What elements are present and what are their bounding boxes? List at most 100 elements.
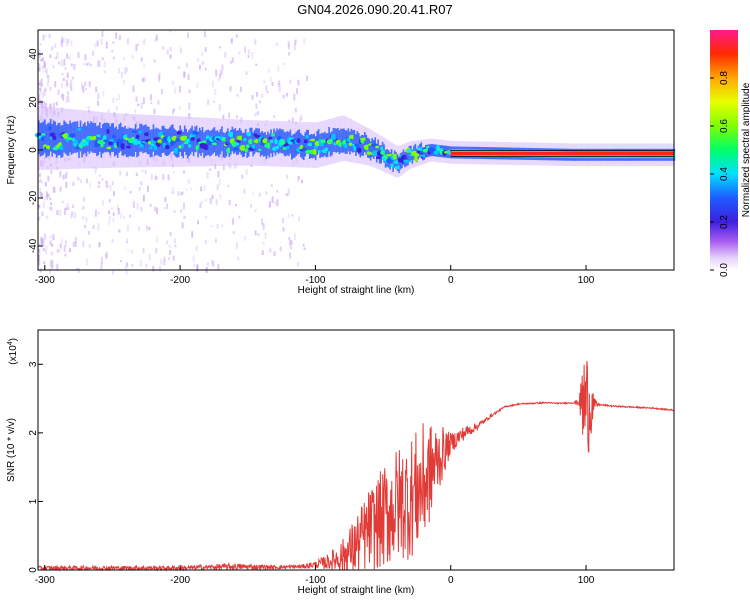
spectrogram-noise-speck: [115, 106, 118, 111]
spectrogram-band-blob: [390, 163, 395, 168]
spectrogram-band-column: [286, 131, 289, 156]
spectrogram-noise-speck: [43, 233, 46, 241]
spectrogram-noise-speck: [169, 30, 172, 33]
spectrogram-band-column: [122, 127, 125, 156]
spectrogram-noise-speck: [49, 86, 52, 91]
spectrogram-noise-speck: [209, 198, 212, 204]
colorbar-tick-label: 0.2: [719, 215, 730, 229]
spectrogram-band-blob: [52, 135, 57, 140]
spectrogram-noise-speck: [61, 72, 64, 76]
spectrogram-noise-speck: [203, 185, 206, 191]
spectrogram-noise-speck: [154, 39, 157, 43]
spectrogram-band-column: [55, 125, 58, 158]
spectrogram-noise-speck: [212, 261, 215, 267]
spectrogram-band-column: [411, 149, 414, 164]
spectrogram-noise-speck: [60, 94, 63, 98]
spectrogram-noise-speck: [188, 113, 191, 120]
spectrogram-noise-speck: [294, 108, 297, 113]
spectrogram-noise-speck: [67, 91, 70, 96]
spectrogram-noise-speck: [146, 225, 149, 231]
spectrogram-noise-speck: [152, 265, 155, 272]
spectrogram-band-column: [392, 154, 394, 172]
spectrogram-noise-speck: [40, 83, 43, 88]
spectrogram-noise-speck: [56, 249, 59, 253]
spectrogram-noise-speck: [197, 220, 199, 225]
spectrogram-noise-speck: [45, 245, 48, 249]
snr-panel: -300 -200 -100 0 100 0 1 2 3 Height of straight…: [6, 329, 675, 596]
spectrogram-noise-speck: [62, 77, 65, 82]
spectrogram-band-column: [197, 131, 199, 158]
spectrogram-band-column: [78, 127, 80, 158]
spectrogram-noise-speck: [193, 263, 196, 268]
spectrogram-noise-speck: [109, 184, 112, 191]
spectrogram-noise-speck: [287, 188, 290, 196]
spectrogram-noise-speck: [183, 170, 185, 174]
spectrogram-noise-speck: [286, 174, 289, 180]
spectrogram-noise-speck: [154, 175, 157, 180]
spectrogram-noise-speck: [52, 234, 55, 241]
spectrogram-noise-speck: [229, 61, 232, 64]
spectrogram-noise-speck: [261, 93, 264, 99]
spectrogram-noise-speck: [82, 240, 85, 248]
spectrogram-band-blob: [305, 135, 310, 139]
spectrogram-band-blob: [301, 147, 307, 152]
spectrogram-band-column: [108, 123, 110, 153]
spectrogram-noise-speck: [291, 214, 294, 217]
spectrogram-band-column: [222, 132, 225, 158]
spectrogram-band-column: [304, 132, 306, 157]
spectrogram-band-blob: [392, 153, 398, 160]
spectrogram-noise-speck: [290, 240, 293, 246]
spectrogram-band-blob: [102, 135, 108, 141]
spectrogram-noise-speck: [65, 79, 68, 87]
spectrogram-noise-speck: [62, 174, 65, 180]
spectrogram-noise-speck: [94, 167, 97, 174]
spectrogram-noise-speck: [117, 68, 120, 74]
spectrogram-noise-speck: [201, 51, 203, 57]
spectrogram-noise-speck: [169, 47, 172, 52]
spectrogram-band-column: [291, 135, 293, 160]
spectrogram-noise-speck: [67, 206, 70, 210]
spectrogram-noise-speck: [174, 87, 177, 94]
spectrogram-noise-speck: [142, 97, 145, 105]
spectrogram-noise-speck: [218, 178, 221, 186]
spectrogram-noise-speck: [70, 212, 73, 219]
spectrogram-band-blob: [233, 147, 239, 151]
spectrogram-noise-speck: [56, 263, 59, 271]
spectrogram-band-column: [195, 125, 198, 152]
spectrogram-noise-speck: [158, 72, 161, 80]
spectrogram-noise-speck: [230, 38, 233, 44]
spectrogram-noise-speck: [59, 186, 62, 192]
spectrogram-noise-speck: [266, 91, 269, 94]
spectrogram-band-column: [307, 129, 309, 154]
spectrogram-band-column: [51, 123, 53, 157]
spectrogram-noise-speck: [65, 181, 68, 189]
spectrogram-noise-speck: [41, 193, 43, 198]
spectrogram-noise-speck: [43, 101, 46, 109]
spectrogram-noise-speck: [163, 206, 166, 210]
spectrogram-noise-speck: [88, 244, 91, 249]
spectrogram-noise-speck: [278, 86, 281, 93]
spectrogram-noise-speck: [89, 63, 92, 67]
spectrogram-noise-speck: [172, 171, 175, 174]
spectrogram-noise-speck: [40, 82, 43, 87]
spectrogram-band-blob: [243, 138, 247, 142]
spectrogram-noise-speck: [137, 43, 140, 46]
spectrogram-noise-speck: [38, 259, 41, 266]
spectrogram-noise-speck: [285, 92, 288, 97]
spectrogram-noise-speck: [49, 240, 52, 245]
spectrogram-noise-speck: [171, 80, 174, 86]
snr-y-tick-label: 0: [28, 567, 39, 573]
spectrogram-noise-speck: [140, 180, 143, 186]
spectrogram-noise-speck: [275, 42, 278, 46]
spectrogram-noise-speck: [298, 176, 300, 180]
spectrogram-band-blob: [84, 141, 90, 146]
spectrogram-band-blob: [303, 139, 308, 144]
spectrogram-noise-speck: [279, 246, 282, 252]
spectrogram-band-blob: [375, 145, 380, 149]
spectrogram-noise-speck: [298, 216, 301, 222]
spectrogram-band-blob: [138, 130, 143, 134]
spectrogram-noise-speck: [112, 41, 115, 44]
spectrogram-noise-speck: [142, 247, 145, 254]
spectrogram-noise-speck: [118, 229, 121, 233]
spectrogram-noise-speck: [38, 67, 41, 72]
